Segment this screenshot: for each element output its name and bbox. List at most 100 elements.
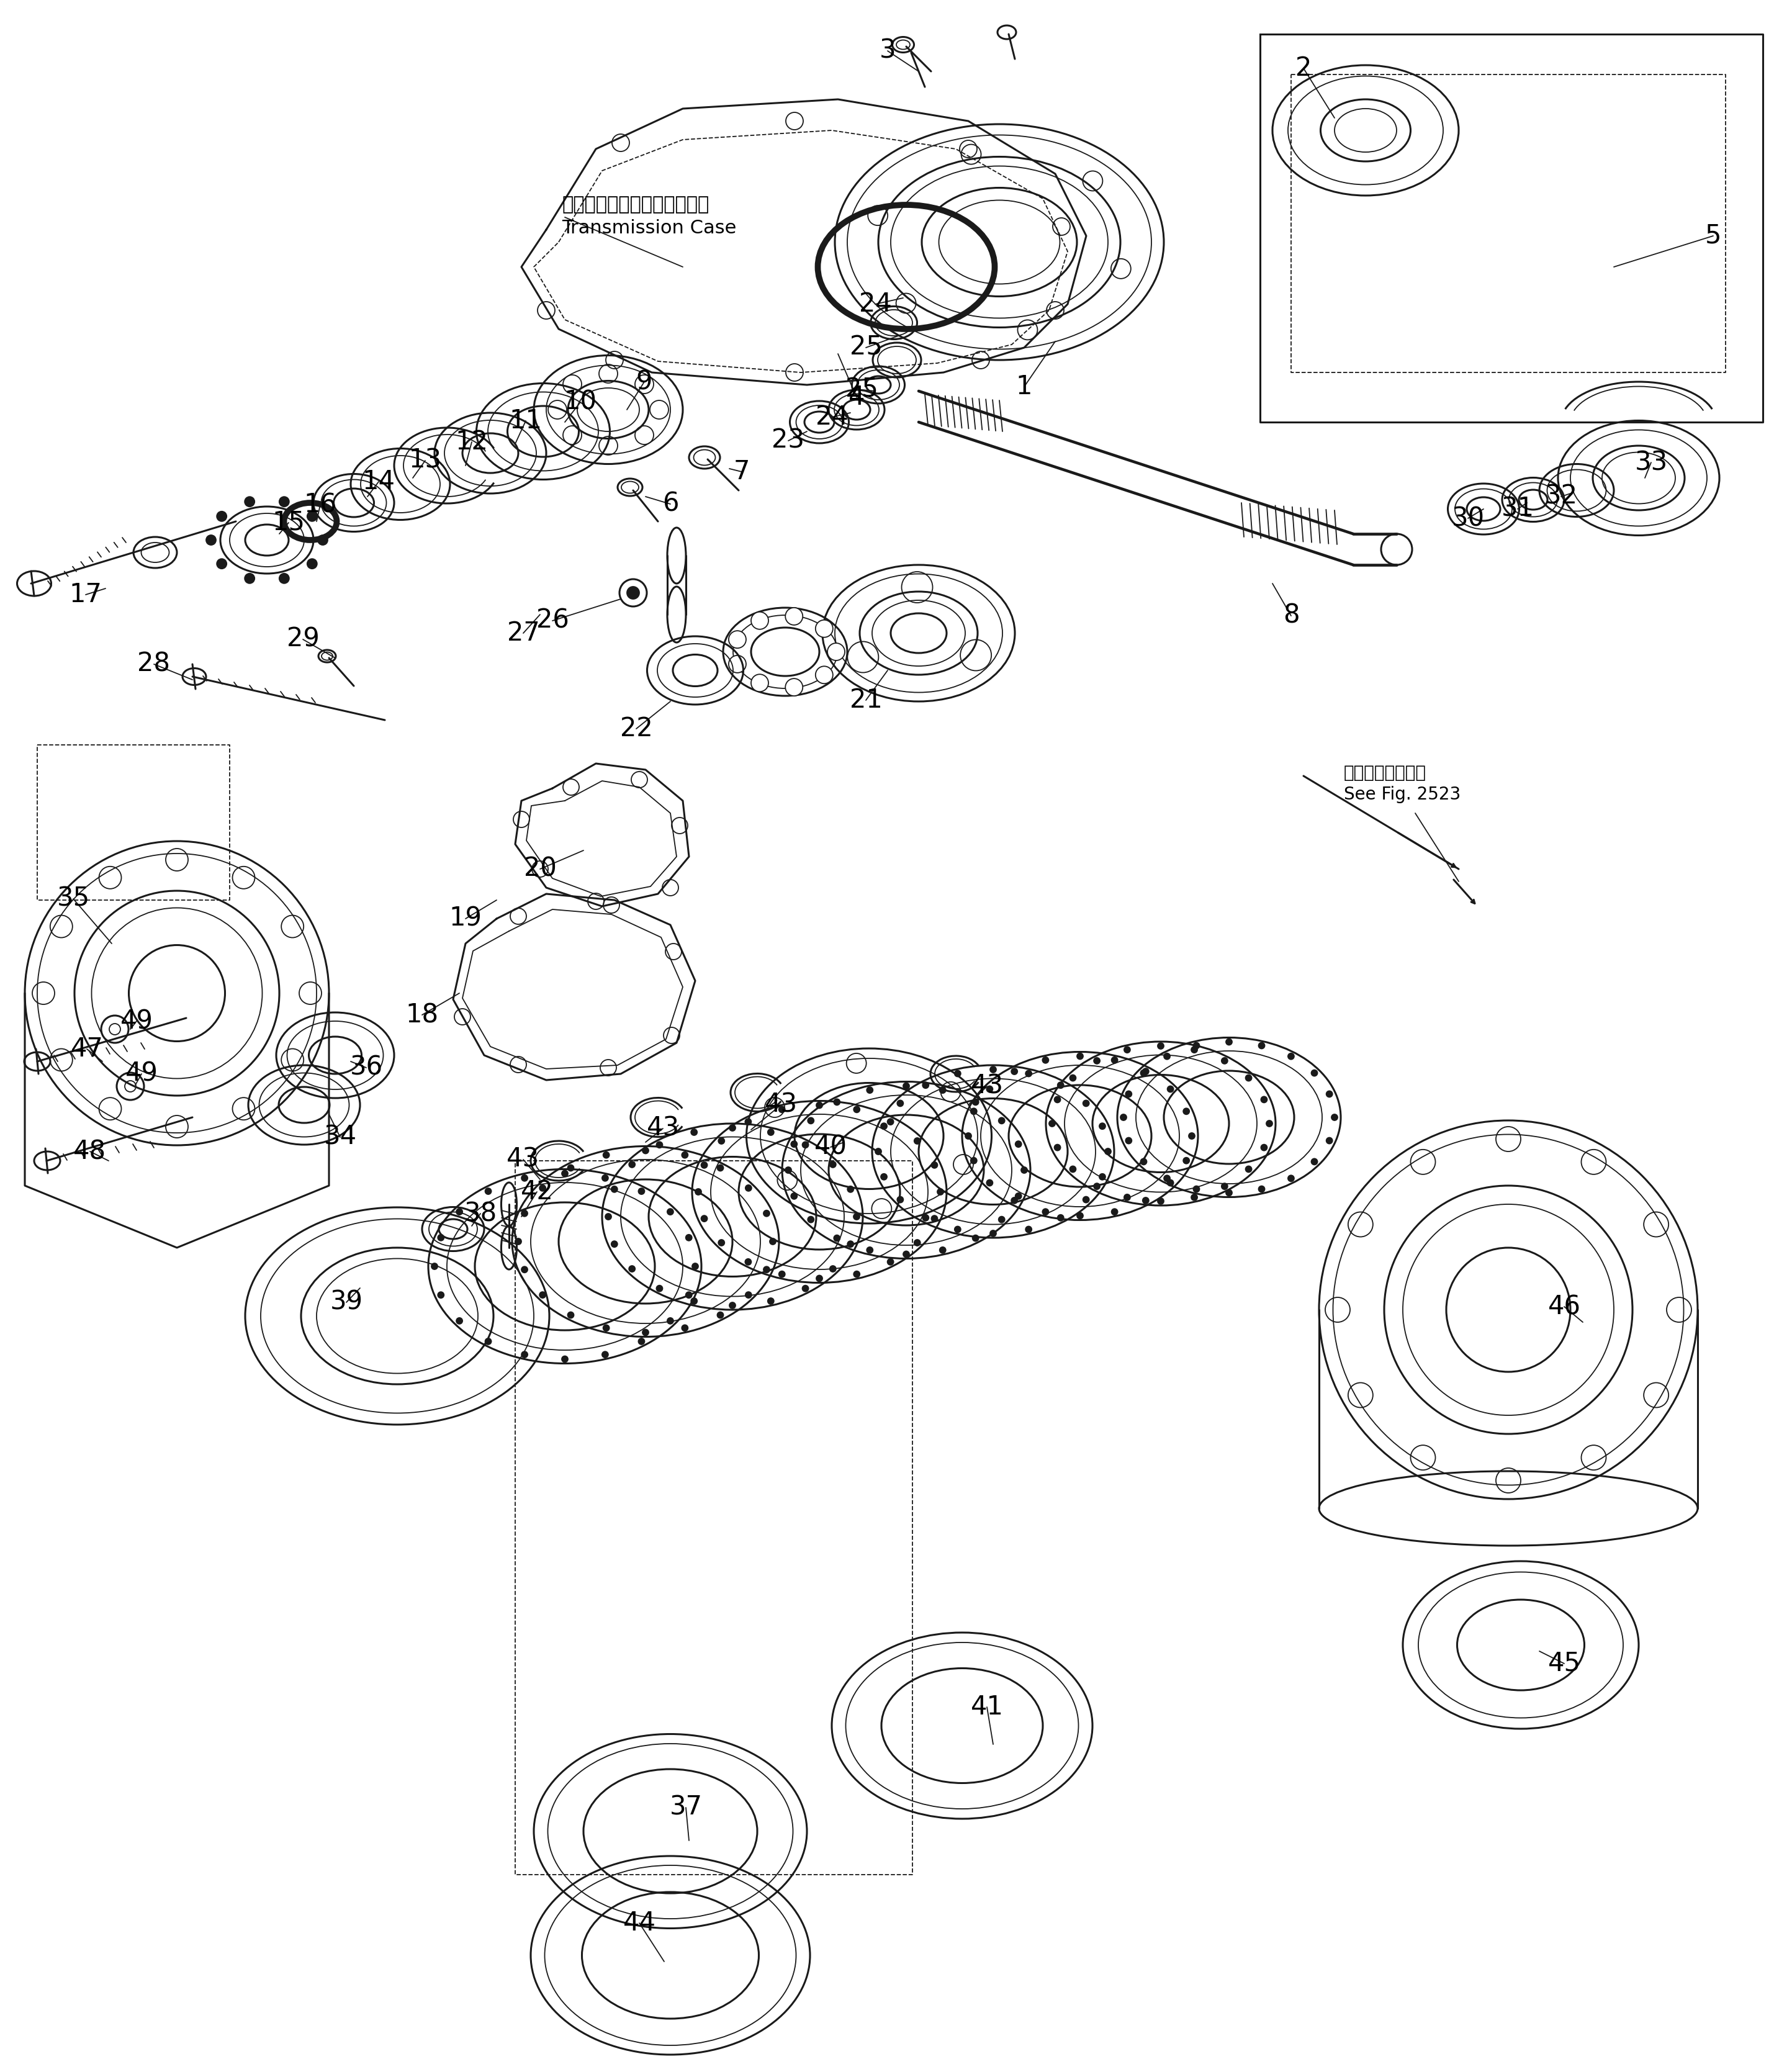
Circle shape — [1025, 1227, 1032, 1233]
Text: 10: 10 — [564, 389, 597, 416]
Circle shape — [729, 1301, 735, 1310]
Circle shape — [1262, 1145, 1267, 1151]
Circle shape — [629, 1161, 634, 1167]
Circle shape — [987, 1085, 993, 1091]
Circle shape — [763, 1211, 771, 1217]
Circle shape — [1077, 1213, 1082, 1219]
Circle shape — [1158, 1042, 1163, 1048]
Circle shape — [767, 1297, 774, 1303]
Circle shape — [656, 1285, 663, 1291]
Circle shape — [486, 1338, 491, 1345]
Circle shape — [1070, 1075, 1075, 1081]
Circle shape — [898, 1196, 903, 1202]
Circle shape — [973, 1235, 978, 1242]
Circle shape — [1245, 1165, 1253, 1172]
Text: 27: 27 — [507, 620, 539, 647]
Text: 6: 6 — [663, 490, 679, 517]
Circle shape — [887, 1258, 894, 1264]
Circle shape — [246, 496, 254, 507]
Circle shape — [1025, 1071, 1032, 1077]
Circle shape — [246, 574, 254, 583]
Text: 8: 8 — [1283, 603, 1299, 628]
Circle shape — [1098, 1174, 1106, 1180]
Circle shape — [317, 535, 328, 546]
Text: 11: 11 — [509, 408, 543, 434]
Circle shape — [206, 535, 217, 546]
Circle shape — [780, 1270, 785, 1277]
Text: 37: 37 — [670, 1795, 702, 1820]
Circle shape — [745, 1291, 751, 1297]
Text: トランスミッションケース、: トランスミッションケース、 — [561, 196, 710, 214]
Circle shape — [521, 1351, 527, 1357]
Circle shape — [604, 1324, 609, 1330]
Circle shape — [939, 1248, 946, 1254]
Circle shape — [638, 1338, 645, 1345]
Circle shape — [692, 1264, 699, 1270]
Circle shape — [803, 1285, 808, 1291]
Circle shape — [1245, 1075, 1253, 1081]
Text: 2: 2 — [1296, 56, 1312, 80]
Circle shape — [1226, 1190, 1233, 1196]
Circle shape — [973, 1100, 978, 1106]
Circle shape — [1120, 1114, 1127, 1120]
Text: 31: 31 — [1502, 496, 1534, 523]
Circle shape — [1143, 1069, 1149, 1075]
Circle shape — [692, 1297, 697, 1303]
Circle shape — [1222, 1058, 1228, 1065]
Text: 25: 25 — [849, 334, 882, 360]
Circle shape — [656, 1143, 663, 1149]
Circle shape — [1163, 1176, 1170, 1182]
Circle shape — [1258, 1186, 1265, 1192]
Circle shape — [561, 1357, 568, 1363]
Circle shape — [989, 1231, 996, 1237]
Circle shape — [701, 1215, 708, 1221]
Text: 9: 9 — [636, 369, 652, 395]
Circle shape — [833, 1235, 840, 1242]
Circle shape — [790, 1141, 797, 1147]
Circle shape — [1192, 1194, 1197, 1200]
Circle shape — [966, 1132, 971, 1139]
Circle shape — [830, 1266, 837, 1272]
Circle shape — [1124, 1046, 1131, 1052]
Circle shape — [815, 1275, 823, 1281]
Circle shape — [955, 1227, 961, 1233]
Circle shape — [790, 1192, 797, 1198]
Circle shape — [848, 1242, 853, 1248]
Text: 21: 21 — [849, 688, 882, 712]
Circle shape — [1262, 1097, 1267, 1104]
Text: 3: 3 — [880, 37, 896, 64]
Text: 24: 24 — [815, 404, 848, 430]
Circle shape — [306, 511, 317, 521]
Circle shape — [1057, 1083, 1064, 1089]
Text: See Fig. 2523: See Fig. 2523 — [1344, 787, 1460, 803]
Text: 40: 40 — [814, 1135, 848, 1159]
Text: 41: 41 — [971, 1695, 1004, 1719]
Circle shape — [686, 1235, 692, 1242]
Circle shape — [1193, 1042, 1199, 1048]
Circle shape — [717, 1312, 724, 1318]
Circle shape — [1016, 1141, 1021, 1147]
Text: 第２５２３図参照: 第２５２３図参照 — [1344, 764, 1426, 782]
Text: 20: 20 — [523, 857, 557, 881]
Circle shape — [1312, 1159, 1317, 1165]
Text: 36: 36 — [349, 1054, 383, 1081]
Circle shape — [1093, 1058, 1100, 1065]
Circle shape — [1193, 1186, 1199, 1192]
Circle shape — [745, 1184, 751, 1192]
Text: 49: 49 — [120, 1009, 152, 1034]
Text: 35: 35 — [57, 885, 90, 912]
Circle shape — [568, 1165, 573, 1172]
Circle shape — [1106, 1149, 1111, 1155]
Circle shape — [437, 1235, 444, 1242]
Text: 34: 34 — [324, 1124, 357, 1151]
Text: 17: 17 — [70, 581, 102, 607]
Circle shape — [638, 1188, 645, 1194]
Circle shape — [932, 1215, 937, 1221]
Text: 32: 32 — [1545, 484, 1577, 511]
Circle shape — [568, 1312, 573, 1318]
Text: 43: 43 — [507, 1147, 539, 1172]
Text: 39: 39 — [330, 1289, 362, 1316]
Circle shape — [853, 1270, 860, 1277]
Circle shape — [1054, 1145, 1061, 1151]
Circle shape — [1326, 1137, 1333, 1143]
